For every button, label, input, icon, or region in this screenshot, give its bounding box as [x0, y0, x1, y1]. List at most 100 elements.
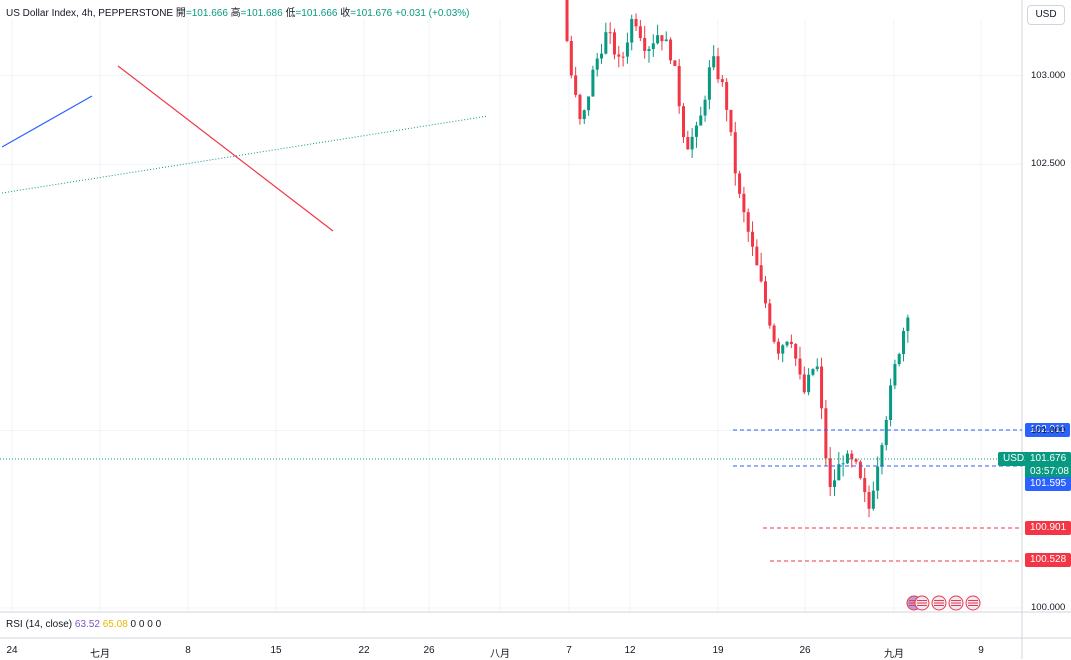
candle-body: [565, 0, 569, 41]
x-tick-label: 八月: [490, 649, 510, 660]
candle-body: [807, 374, 811, 393]
candle-body: [876, 466, 880, 491]
y-tick-label: 103.000: [1031, 69, 1066, 81]
us-flag-icon: [965, 595, 981, 611]
rsi-value-1: 63.52: [74, 619, 100, 630]
trendline-blue: [1, 95, 93, 148]
candle-body: [729, 109, 733, 133]
open-label: 開: [175, 8, 186, 19]
candle-body: [884, 419, 888, 446]
price-tag-red-lower: 100.528: [1025, 553, 1071, 567]
candle-body: [600, 53, 604, 59]
close-label: 收: [340, 8, 351, 19]
candle-body: [669, 39, 673, 61]
candle-body: [686, 137, 690, 150]
price-tag-mid: 101.595: [1025, 477, 1071, 491]
us-flag-icon: [914, 595, 930, 611]
candle-body: [902, 331, 906, 355]
x-tick-label: 9: [978, 645, 984, 656]
x-tick-label: 七月: [90, 649, 110, 660]
candle-body: [746, 212, 750, 232]
price-tag-current: 101.676: [1025, 452, 1071, 466]
y-tick-label: 102.500: [1031, 158, 1066, 170]
x-tick-label: 15: [270, 645, 282, 656]
rsi-zeros: 0 0 0 0: [130, 619, 162, 630]
x-tick-label: 26: [423, 645, 435, 656]
high-label: 高: [230, 8, 241, 19]
x-tick-label: 九月: [884, 649, 904, 660]
candle-body: [733, 132, 737, 174]
currency-button[interactable]: USD: [1027, 5, 1065, 25]
candle-body: [725, 82, 729, 110]
candle-body: [863, 478, 867, 493]
candle-body: [630, 18, 634, 43]
us-flag-icon: [948, 595, 964, 611]
candle-body: [673, 60, 677, 66]
price-tag-upper: 102.011: [1025, 423, 1071, 437]
candle-body: [906, 317, 910, 332]
change-value: +0.031 (+0.03%): [395, 8, 470, 19]
candle-body: [660, 35, 664, 42]
candle-body: [785, 341, 789, 346]
candle-body: [703, 99, 707, 116]
candle-body: [664, 39, 668, 42]
price-tag-red-upper: 100.901: [1025, 521, 1071, 535]
candle-body: [854, 459, 858, 462]
candle-body: [716, 56, 720, 80]
candle-body: [772, 325, 776, 342]
candle-body: [647, 49, 651, 51]
us-flag-icon: [931, 595, 947, 611]
rsi-label: RSI (14, close): [6, 619, 73, 630]
candle-body: [582, 110, 586, 120]
low-value: =101.666: [295, 8, 338, 19]
trendline-red: [117, 65, 334, 232]
candle-body: [832, 480, 837, 488]
x-tick-label: 19: [712, 645, 724, 656]
candle-body: [755, 246, 759, 266]
candle-body: [621, 56, 625, 58]
candle-body: [841, 463, 845, 465]
candle-body: [681, 106, 686, 138]
candle-body: [617, 54, 621, 57]
candle-body: [604, 32, 608, 54]
candle-body: [828, 458, 832, 488]
countdown-tag: 03:57:08: [1025, 465, 1071, 479]
candle-body: [587, 96, 591, 111]
x-tick-label: 26: [799, 645, 811, 656]
candle-body: [759, 265, 763, 282]
candle-body: [578, 94, 582, 120]
candle-body: [867, 492, 871, 509]
candle-body: [612, 32, 616, 55]
candle-body: [634, 18, 638, 27]
candle-body: [651, 43, 655, 50]
chart-legend: US Dollar Index, 4h, PEPPERSTONE 開=101.6…: [6, 4, 470, 19]
candle-body: [608, 32, 612, 34]
candle-body: [768, 303, 772, 326]
candle-body: [656, 35, 660, 44]
candle-body: [794, 343, 798, 359]
low-label: 低: [285, 8, 296, 19]
open-value: =101.666: [185, 8, 228, 19]
candle-body: [824, 408, 828, 459]
close-value: =101.676: [350, 8, 393, 19]
rsi-value-2: 65.08: [102, 619, 128, 630]
x-tick-label: 8: [185, 645, 191, 656]
x-tick-label: 22: [358, 645, 370, 656]
candle-body: [763, 281, 767, 304]
candle-body: [638, 26, 642, 39]
x-tick-label: 12: [624, 645, 636, 656]
candle-body: [569, 40, 573, 76]
candle-body: [574, 75, 578, 95]
candle-body: [677, 65, 681, 107]
y-tick-label: 100.000: [1031, 602, 1066, 613]
candle-body: [591, 69, 595, 97]
candle-body: [871, 490, 875, 509]
x-tick-label: 7: [566, 645, 572, 656]
candle-body: [802, 374, 806, 393]
candle-body: [643, 38, 647, 51]
candle-body: [738, 173, 742, 194]
candle-body: [837, 464, 841, 481]
candle-body: [845, 453, 849, 464]
candle-body: [820, 366, 824, 409]
